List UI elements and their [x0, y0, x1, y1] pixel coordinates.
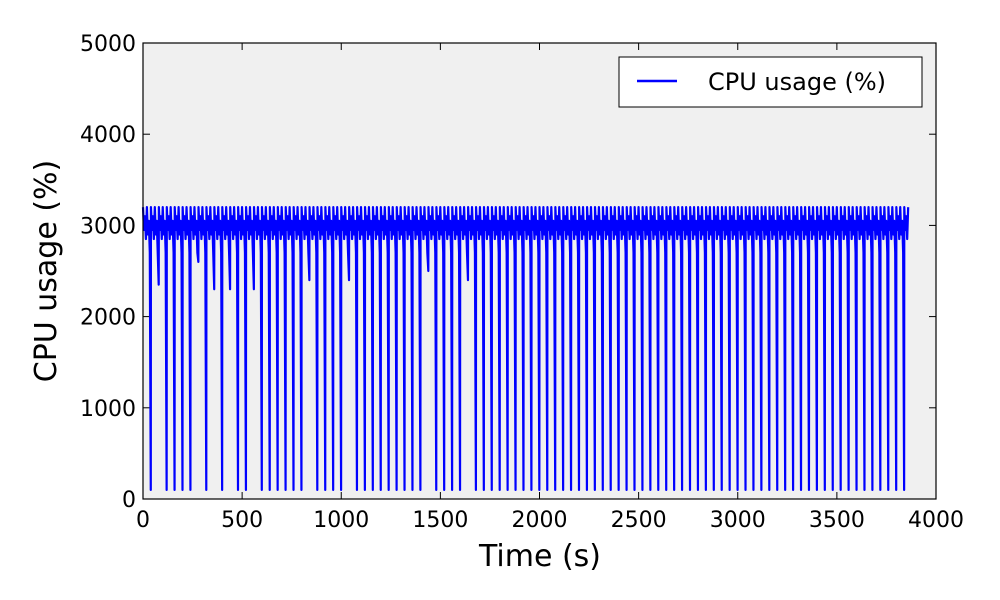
x-tick-label: 0 [136, 508, 150, 533]
legend: CPU usage (%) [618, 56, 923, 108]
x-tick-label: 2000 [512, 508, 568, 533]
y-tick-label: 1000 [80, 397, 136, 422]
plot-frame [142, 42, 937, 500]
y-tick-label: 5000 [80, 32, 136, 57]
x-tick-label: 3500 [809, 508, 865, 533]
x-tick-label: 1000 [313, 508, 369, 533]
y-tick-label: 2000 [80, 306, 136, 331]
y-tick-label: 3000 [80, 214, 136, 239]
tick-labels: 0 500 1000 1500 2000 2500 3000 3500 4000 0 1000 200… [80, 32, 964, 533]
y-tick-label: 0 [122, 488, 136, 513]
x-tick-label: 500 [221, 508, 263, 533]
y-axis-label: CPU usage (%) [29, 160, 64, 383]
x-axis-label: Time (s) [478, 539, 601, 574]
series-line-cpu-usage [141, 206, 910, 491]
legend-label: CPU usage (%) [708, 68, 886, 96]
x-tick-label: 1500 [412, 508, 468, 533]
x-tick-label: 4000 [908, 508, 964, 533]
x-tick-label: 3000 [710, 508, 766, 533]
x-tick-label: 2500 [611, 508, 667, 533]
y-tick-label: 4000 [80, 123, 136, 148]
